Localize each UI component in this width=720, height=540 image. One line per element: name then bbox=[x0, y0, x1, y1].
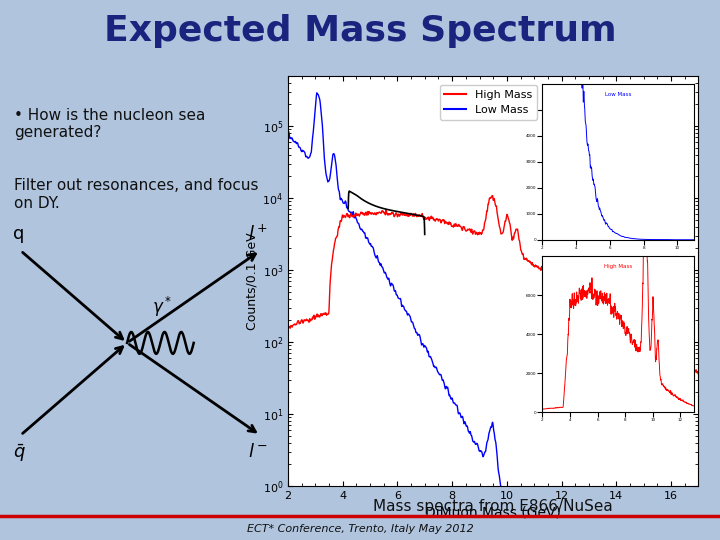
Text: • How is the nucleon sea
generated?: • How is the nucleon sea generated? bbox=[14, 108, 206, 140]
Text: Mass spectra from E866/NuSea: Mass spectra from E866/NuSea bbox=[374, 500, 613, 515]
Low Mass bbox=[459, 417, 467, 423]
Text: $\gamma^*$: $\gamma^*$ bbox=[151, 294, 172, 319]
Text: $l^-$: $l^-$ bbox=[248, 443, 269, 461]
Low Mass bbox=[355, 222, 364, 229]
Legend: High Mass, Low Mass: High Mass, Low Mass bbox=[440, 85, 537, 120]
High Mass bbox=[459, 224, 467, 230]
Low Mass bbox=[284, 128, 292, 134]
High Mass bbox=[441, 218, 450, 225]
Low Mass bbox=[330, 154, 339, 161]
High Mass bbox=[355, 213, 364, 219]
Line: Low Mass: Low Mass bbox=[288, 93, 698, 540]
High Mass bbox=[642, 348, 651, 354]
Low Mass bbox=[312, 90, 321, 96]
High Mass bbox=[284, 326, 292, 333]
Text: q: q bbox=[12, 225, 24, 243]
High Mass bbox=[330, 240, 339, 246]
Text: $\bar{q}$: $\bar{q}$ bbox=[12, 443, 25, 464]
Y-axis label: Counts/0.1 GeV: Counts/0.1 GeV bbox=[246, 232, 258, 329]
Text: ECT* Conference, Trento, Italy May 2012: ECT* Conference, Trento, Italy May 2012 bbox=[247, 524, 473, 534]
Line: High Mass: High Mass bbox=[288, 195, 698, 374]
Text: Expected Mass Spectrum: Expected Mass Spectrum bbox=[104, 14, 616, 48]
High Mass bbox=[488, 192, 497, 199]
Low Mass bbox=[441, 386, 450, 392]
High Mass bbox=[686, 367, 695, 374]
Text: $l^+$: $l^+$ bbox=[248, 224, 269, 243]
X-axis label: DiMuon Mass (GeV): DiMuon Mass (GeV) bbox=[426, 505, 561, 519]
High Mass bbox=[694, 371, 703, 377]
Text: Filter out resonances, and focus
on DY.: Filter out resonances, and focus on DY. bbox=[14, 178, 259, 211]
